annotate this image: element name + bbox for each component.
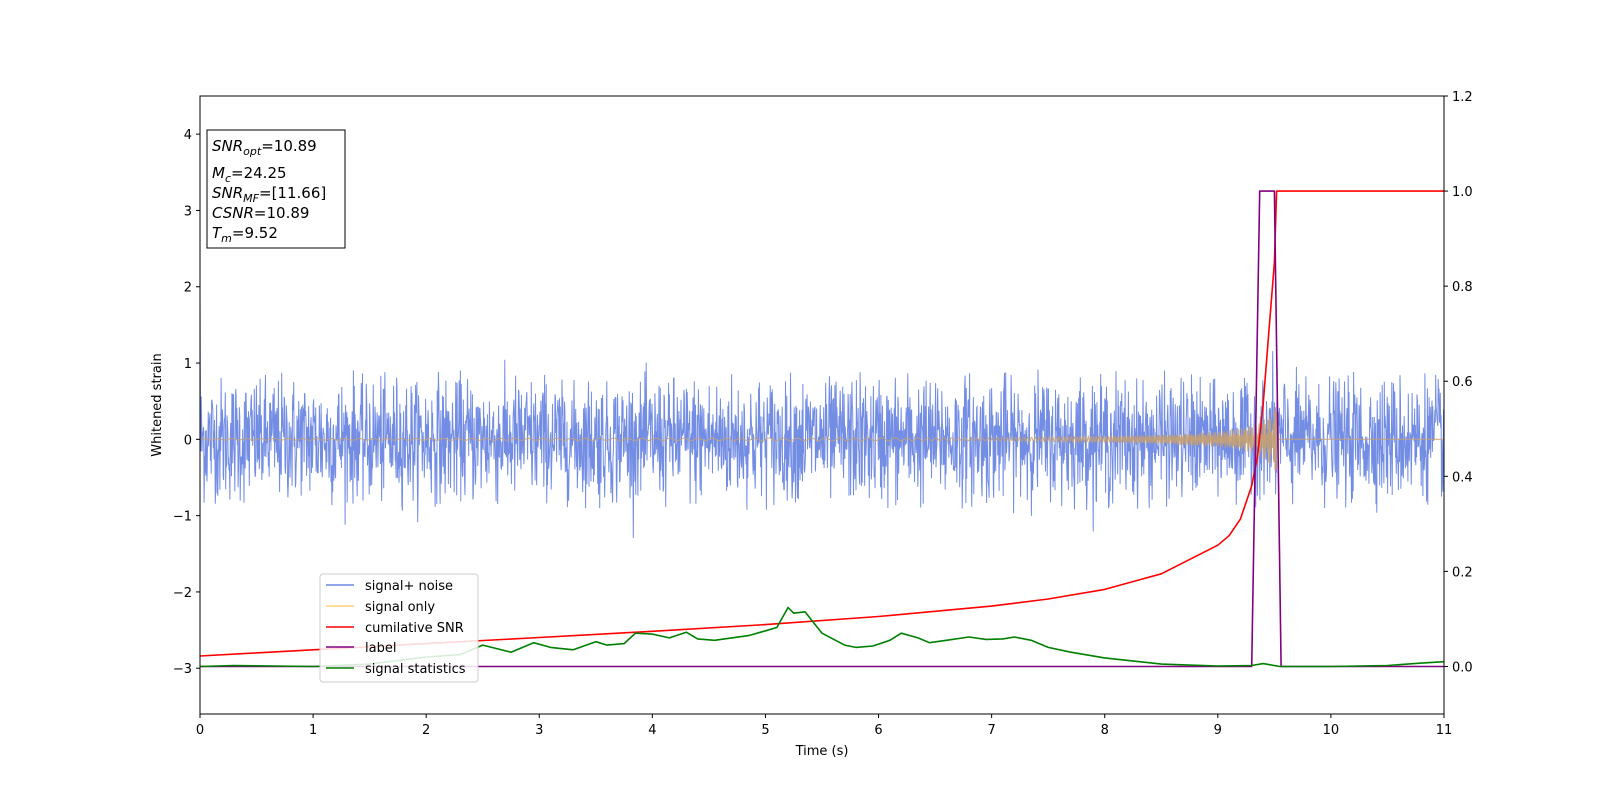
svg-text:signal only: signal only (365, 600, 435, 615)
snr-opt-text: SNRopt=10.89 (212, 137, 317, 158)
legend: signal+ noise signal only cumilative SNR… (319, 573, 479, 683)
tm-text: Tm=9.52 (212, 224, 278, 245)
svg-text:label: label (365, 641, 396, 656)
y-axis-right: 0.0 0.2 0.4 0.6 0.8 1.0 1.2 (1444, 90, 1473, 675)
legend-item-signal-only: signal only (326, 600, 435, 615)
legend-item-signal-noise: signal+ noise (326, 579, 453, 594)
y-tick-label: −3 (173, 662, 192, 677)
y2-tick-label: 0.8 (1452, 280, 1473, 295)
x-tick-label: 8 (1101, 723, 1109, 738)
x-tick-label: 9 (1214, 723, 1222, 738)
plot-frame (199, 95, 1445, 715)
y-tick-label: −2 (173, 586, 192, 601)
x-tick-label: 10 (1323, 723, 1340, 738)
y-tick-label: 0 (184, 433, 192, 448)
x-axis-label: Time (s) (795, 744, 849, 759)
x-tick-label: 5 (761, 723, 769, 738)
mc-text: Mc=24.25 (212, 164, 287, 185)
csnr-text: CSNR=10.89 (212, 204, 309, 222)
x-tick-label: 1 (309, 723, 317, 738)
y-tick-label: 4 (184, 128, 192, 143)
y2-tick-label: 0.2 (1452, 565, 1473, 580)
x-axis: 0 1 2 3 4 5 6 7 8 9 10 11 (196, 714, 1452, 738)
svg-text:signal statistics: signal statistics (365, 662, 466, 677)
y2-tick-label: 1.0 (1452, 185, 1473, 200)
y2-tick-label: 0.6 (1452, 375, 1473, 390)
x-tick-label: 11 (1436, 723, 1453, 738)
y-tick-label: −1 (173, 510, 192, 525)
snr-mf-text: SNRMF=[11.66] (212, 184, 326, 205)
y-tick-label: 2 (184, 281, 192, 296)
series-layer (199, 190, 1445, 668)
y-axis-label: Whitened strain (150, 353, 165, 456)
x-tick-label: 3 (535, 723, 543, 738)
legend-item-cumulative-snr: cumilative SNR (326, 621, 464, 636)
y-tick-label: 1 (184, 357, 192, 372)
y2-tick-label: 1.2 (1452, 90, 1473, 105)
svg-text:signal+ noise: signal+ noise (365, 579, 453, 594)
x-tick-label: 7 (987, 723, 995, 738)
series-cumulative-snr (199, 190, 1444, 657)
y2-tick-label: 0.0 (1452, 660, 1473, 675)
legend-item-signal-statistics: signal statistics (326, 662, 466, 677)
x-tick-label: 4 (648, 723, 656, 738)
x-tick-label: 0 (196, 723, 204, 738)
info-box: SNRopt=10.89 Mc=24.25 SNRMF=[11.66] CSNR… (206, 129, 346, 249)
x-tick-label: 2 (422, 723, 430, 738)
series-signal-statistics (199, 606, 1445, 668)
y-tick-label: 3 (184, 204, 192, 219)
legend-item-label: label (326, 641, 396, 656)
y-axis-left: −3 −2 −1 0 1 2 3 4 (173, 128, 200, 677)
series-signal-only (199, 407, 1444, 471)
x-tick-label: 6 (874, 723, 882, 738)
svg-text:cumilative SNR: cumilative SNR (365, 621, 464, 636)
y2-tick-label: 0.4 (1452, 470, 1473, 485)
